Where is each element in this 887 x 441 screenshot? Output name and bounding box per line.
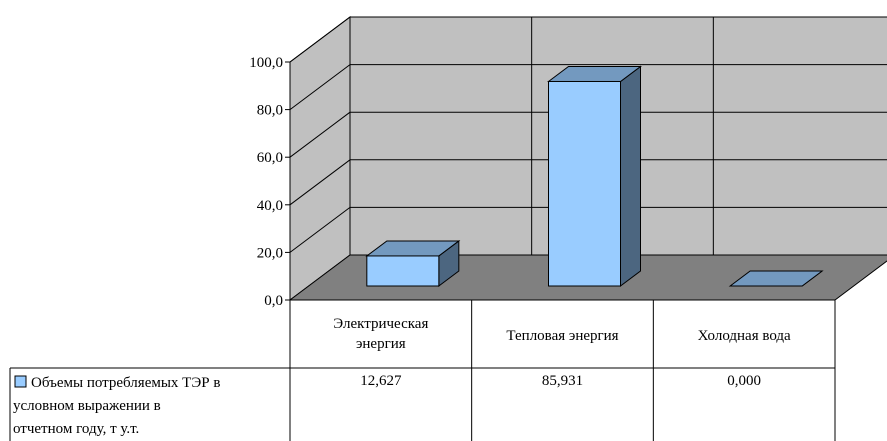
gridline-side [289,206,351,253]
bar-3 [728,270,824,287]
data-label: 12,627 [360,373,402,389]
category-label: Электрическая [333,316,428,332]
category-label: Тепловая энергия [506,328,618,344]
gridline-side [289,64,351,110]
y-tick-label: 60,0 [257,150,283,166]
bars [365,65,824,287]
bar-top-face [728,270,824,287]
y-tick-label: 40,0 [257,198,283,214]
category-label: Холодная вода [698,328,791,344]
y-tick-label: 80,0 [257,103,283,119]
bar-front-face [548,80,621,287]
gridline-side [289,16,351,63]
legend-label: Объемы потребляемых ТЭР в [31,375,220,391]
bar-side-face [620,65,641,287]
data-label: 0,000 [727,373,761,389]
y-tick-label: 20,0 [257,245,283,261]
bar-front-face [366,255,440,287]
y-tick-label: 0,0 [264,293,283,309]
data-label: 85,931 [542,373,583,389]
legend-label: условном выражении в [13,398,161,414]
legend-label: отчетном году, т у.т. [13,421,139,437]
legend-swatch [14,375,27,388]
y-tick-label: 100,0 [249,55,283,71]
value-axis: 0,0 20,0 40,0 60,0 80,0 100,0 [249,55,291,309]
bar-2 [547,65,642,287]
side-wall [289,16,351,301]
gridline-side [289,111,351,158]
gridline-side [289,159,351,206]
bar-1 [365,239,461,287]
category-label: энергия [356,336,406,352]
data-table: Электрическая энергия Тепловая энергия Холо… [9,300,836,441]
